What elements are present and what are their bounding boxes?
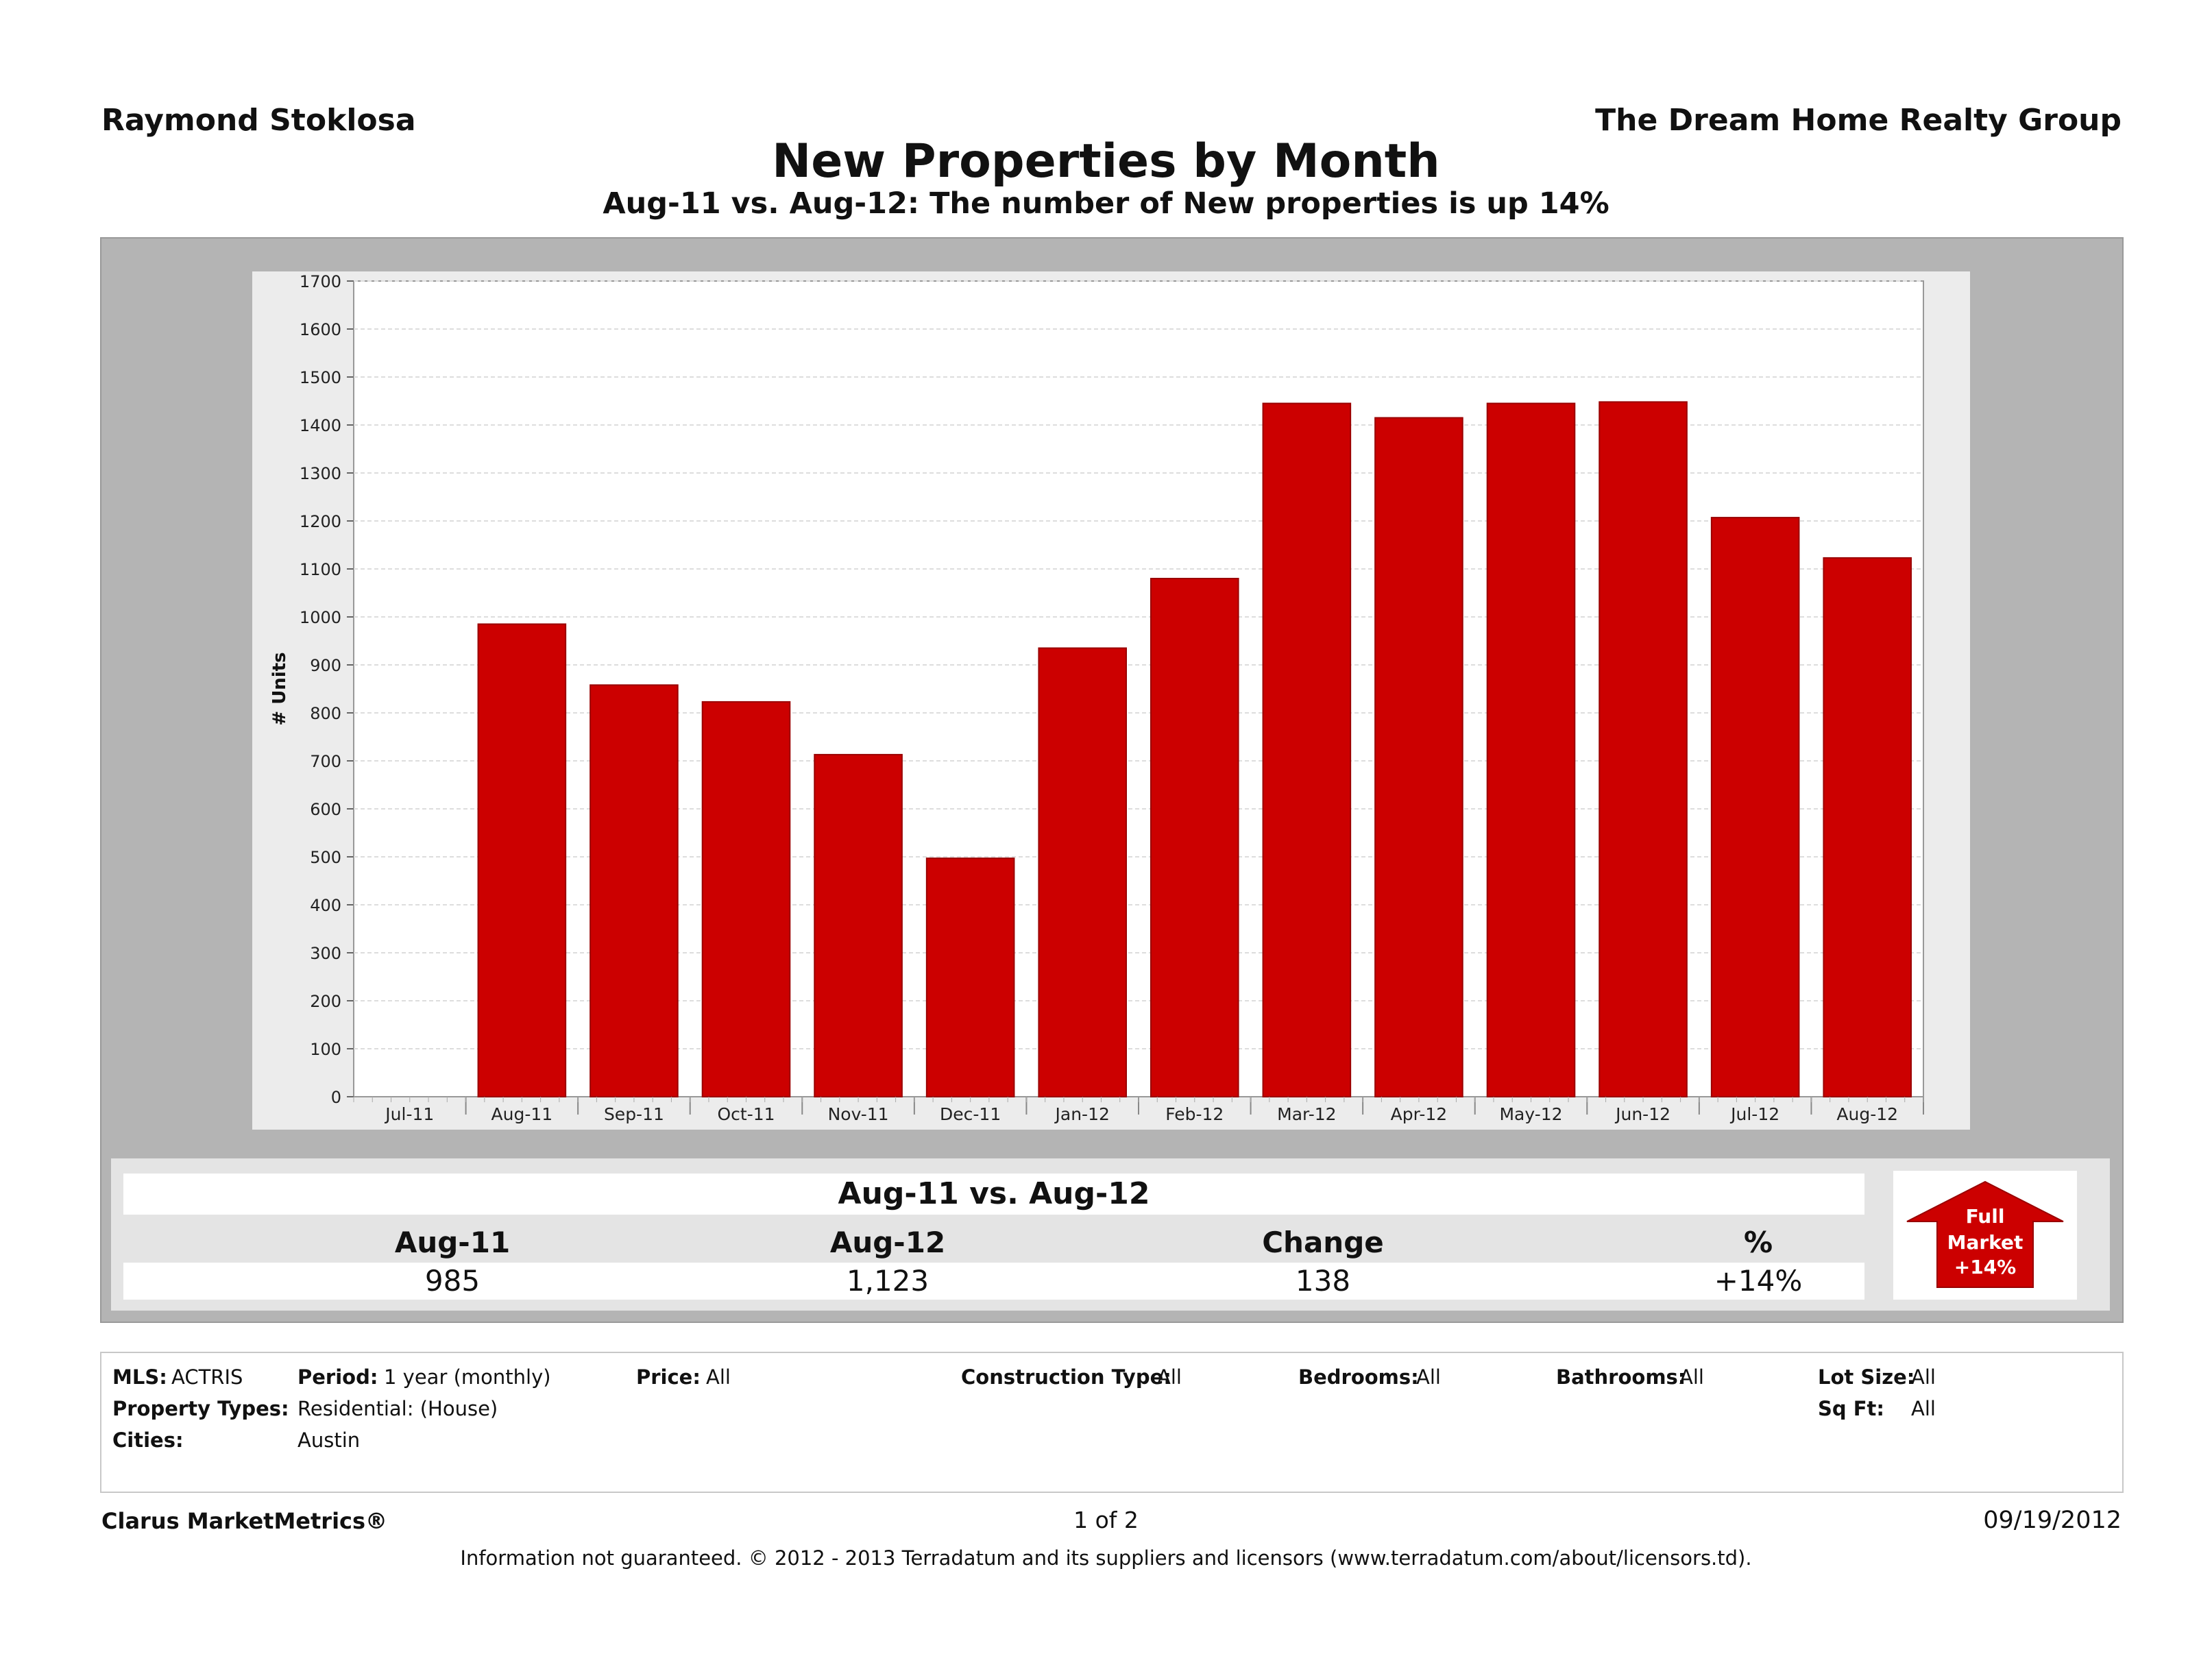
y-tick-label: 400 xyxy=(310,896,341,915)
price-value: All xyxy=(706,1365,731,1389)
page-title: New Properties by Month xyxy=(772,134,1440,189)
agent-name: Raymond Stoklosa xyxy=(101,103,416,138)
plot-area xyxy=(353,280,1924,1097)
x-tick-label: Jun-12 xyxy=(1614,1104,1670,1124)
bar xyxy=(1599,401,1688,1097)
y-tick-label: 700 xyxy=(310,752,341,771)
construction-label: Construction Type: xyxy=(961,1365,1171,1389)
bar xyxy=(814,753,903,1098)
y-tick-label: 200 xyxy=(310,992,341,1011)
x-tick-label: Sep-11 xyxy=(604,1104,664,1124)
bedrooms-value: All xyxy=(1416,1365,1441,1389)
summary-value-change: 138 xyxy=(1295,1264,1351,1298)
bathrooms-label: Bathrooms: xyxy=(1556,1365,1686,1389)
market-badge: Full Market +14% xyxy=(1893,1171,2077,1300)
summary-header-percent: % xyxy=(1743,1226,1773,1259)
y-tick-label: 1000 xyxy=(300,608,341,627)
disclaimer: Information not guaranteed. © 2012 - 201… xyxy=(460,1546,1752,1570)
x-tick-label: May-12 xyxy=(1499,1104,1562,1124)
x-tick-label: Jul-12 xyxy=(1729,1104,1779,1124)
cities-value: Austin xyxy=(297,1428,361,1452)
y-tick-label: 300 xyxy=(310,944,341,963)
bar xyxy=(1486,402,1576,1097)
y-tick-label: 1200 xyxy=(300,512,341,531)
bar xyxy=(1038,647,1128,1097)
bar xyxy=(1262,402,1352,1097)
property-types-value: Residential: (House) xyxy=(297,1397,498,1420)
y-tick-label: 1700 xyxy=(300,272,341,291)
summary-values-row xyxy=(123,1263,1864,1300)
x-tick-label: Jul-11 xyxy=(384,1104,434,1124)
summary-header-aug12: Aug-12 xyxy=(829,1226,946,1259)
bar xyxy=(925,858,1015,1097)
lot-size-value: All xyxy=(1911,1365,1936,1389)
y-axis-label: # Units xyxy=(269,652,290,725)
page-subtitle: Aug-11 vs. Aug-12: The number of New pro… xyxy=(603,186,1609,221)
y-tick-label: 100 xyxy=(310,1040,341,1059)
bar-chart: 0 100 200 300 400 500 600 700 800 900 1000 1100 1200… xyxy=(269,272,1924,1124)
x-tick-label: Aug-11 xyxy=(491,1104,553,1124)
summary-header-change: Change xyxy=(1262,1226,1384,1259)
x-tick-label: Mar-12 xyxy=(1277,1104,1336,1124)
bar xyxy=(477,623,567,1097)
property-types-label: Property Types: xyxy=(112,1397,289,1420)
x-tick-label: Apr-12 xyxy=(1391,1104,1447,1124)
y-tick-label: 1300 xyxy=(300,464,341,483)
y-tick-label: 500 xyxy=(310,848,341,867)
y-tick-label: 800 xyxy=(310,704,341,723)
criteria-box: MLS: ACTRIS Period: 1 year (monthly) Pri… xyxy=(100,1352,2124,1493)
summary-panel: Aug-11 vs. Aug-12 Aug-11 Aug-12 Change %… xyxy=(111,1158,2110,1311)
report-date: 09/19/2012 xyxy=(1983,1507,2122,1534)
up-arrow-icon xyxy=(1906,1180,2064,1288)
badge-line-1: Full xyxy=(1966,1205,2005,1228)
price-label: Price: xyxy=(636,1365,701,1389)
brand-name: Clarus MarketMetrics® xyxy=(101,1508,388,1534)
y-tick-label: 0 xyxy=(331,1088,341,1107)
company-name: The Dream Home Realty Group xyxy=(1595,103,2122,138)
bar xyxy=(1710,517,1800,1098)
lot-size-label: Lot Size: xyxy=(1818,1365,1915,1389)
sqft-value: All xyxy=(1911,1397,1936,1420)
y-tick-label: 1400 xyxy=(300,416,341,435)
summary-title-row: Aug-11 vs. Aug-12 xyxy=(123,1174,1864,1215)
summary-value-aug11: 985 xyxy=(424,1264,481,1298)
y-tick-label: 1100 xyxy=(300,560,341,579)
y-tick-label: 600 xyxy=(310,800,341,819)
x-tick-label: Oct-11 xyxy=(717,1104,775,1124)
x-tick-label: Dec-11 xyxy=(940,1104,1001,1124)
y-tick-label: 1500 xyxy=(300,368,341,387)
x-tick-label: Aug-12 xyxy=(1836,1104,1898,1124)
period-label: Period: xyxy=(297,1365,378,1389)
y-tick-label: 900 xyxy=(310,656,341,675)
x-tick-label: Jan-12 xyxy=(1054,1104,1110,1124)
summary-value-aug12: 1,123 xyxy=(846,1264,929,1298)
summary-title: Aug-11 vs. Aug-12 xyxy=(838,1176,1150,1211)
construction-value: All xyxy=(1157,1365,1182,1389)
bar xyxy=(1374,417,1463,1097)
badge-line-3: +14% xyxy=(1954,1256,2016,1278)
bar xyxy=(590,684,679,1097)
bathrooms-value: All xyxy=(1679,1365,1704,1389)
page-number: 1 of 2 xyxy=(1073,1507,1139,1533)
bar xyxy=(701,701,791,1097)
badge-line-2: Market xyxy=(1947,1231,2023,1254)
summary-header-aug11: Aug-11 xyxy=(394,1226,511,1259)
chart-panel: 0 100 200 300 400 500 600 700 800 900 1000 1100 1200… xyxy=(252,271,1970,1130)
sqft-label: Sq Ft: xyxy=(1818,1397,1885,1420)
bedrooms-label: Bedrooms: xyxy=(1298,1365,1419,1389)
x-tick-label: Feb-12 xyxy=(1165,1104,1224,1124)
mls-value: ACTRIS xyxy=(171,1365,243,1389)
summary-value-percent: +14% xyxy=(1714,1264,1803,1298)
y-tick-label: 1600 xyxy=(300,320,341,339)
bar xyxy=(1823,557,1912,1097)
mls-label: MLS: xyxy=(112,1365,167,1389)
x-tick-label: Nov-11 xyxy=(828,1104,889,1124)
bar xyxy=(1150,578,1239,1097)
period-value: 1 year (monthly) xyxy=(384,1365,551,1389)
cities-label: Cities: xyxy=(112,1428,184,1452)
